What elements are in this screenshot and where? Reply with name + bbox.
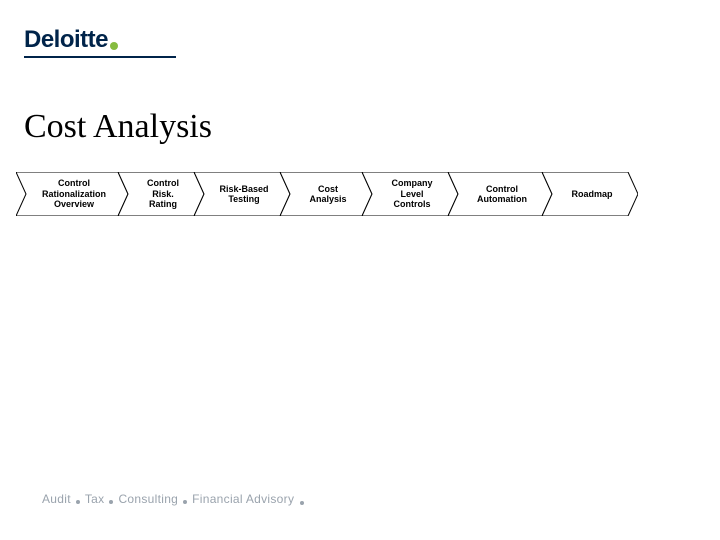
process-step: Risk-BasedTesting <box>194 172 290 216</box>
dot-separator-icon <box>182 497 188 503</box>
brand-logo: Deloitte <box>24 26 118 54</box>
process-step: CompanyLevelControls <box>362 172 458 216</box>
dot-separator-icon <box>108 497 114 503</box>
process-step: ControlAutomation <box>448 172 552 216</box>
process-step: ControlRisk.Rating <box>118 172 204 216</box>
process-step-label: ControlAutomation <box>448 184 552 205</box>
footer-service: Consulting <box>118 492 178 506</box>
process-step-label: ControlRationalizationOverview <box>16 178 128 209</box>
dot-separator-icon <box>300 501 304 505</box>
brand-underline <box>24 56 176 58</box>
process-step-label: CostAnalysis <box>280 184 372 205</box>
footer-service: Tax <box>85 492 105 506</box>
footer-service: Financial Advisory <box>192 492 294 506</box>
process-step: CostAnalysis <box>280 172 372 216</box>
process-step-label: Risk-BasedTesting <box>194 184 290 205</box>
dot-separator-icon <box>75 497 81 503</box>
process-step: ControlRationalizationOverview <box>16 172 128 216</box>
brand-dot-icon <box>110 42 118 50</box>
slide-canvas: Deloitte Cost Analysis ControlRationaliz… <box>0 0 720 540</box>
process-step-label: ControlRisk.Rating <box>118 178 204 209</box>
brand-wordmark: Deloitte <box>24 26 108 54</box>
process-chevron-row: ControlRationalizationOverviewControlRis… <box>16 172 638 216</box>
page-title: Cost Analysis <box>24 108 212 146</box>
process-step: Roadmap <box>542 172 638 216</box>
process-step-label: CompanyLevelControls <box>362 178 458 209</box>
footer-services: Audit Tax Consulting Financial Advisory <box>42 492 304 506</box>
process-step-label: Roadmap <box>542 189 638 199</box>
footer-service: Audit <box>42 492 71 506</box>
